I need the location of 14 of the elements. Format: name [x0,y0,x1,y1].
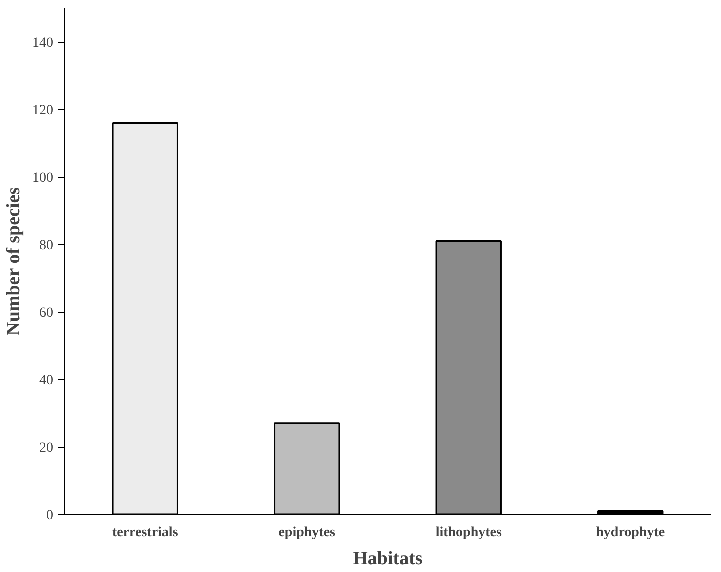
y-tick-label: 140 [32,36,54,52]
y-axis-title: Number of species [4,187,24,336]
x-tick-label: terrestrials [112,526,179,540]
y-tick-label: 80 [40,238,54,254]
y-tick-label: 120 [32,104,54,119]
y-tick-label: 0 [46,508,54,524]
y-tick-label: 100 [32,171,54,186]
x-tick-label: hydrophyte [596,526,666,540]
y-tick-label: 60 [40,306,54,322]
x-tick-label: epiphytes [278,526,336,540]
y-tick-label: 20 [40,441,54,456]
y-tick-label: 40 [40,374,54,389]
x-tick-label: lithophytes [436,526,502,540]
x-axis-title: Habitats [353,548,423,570]
